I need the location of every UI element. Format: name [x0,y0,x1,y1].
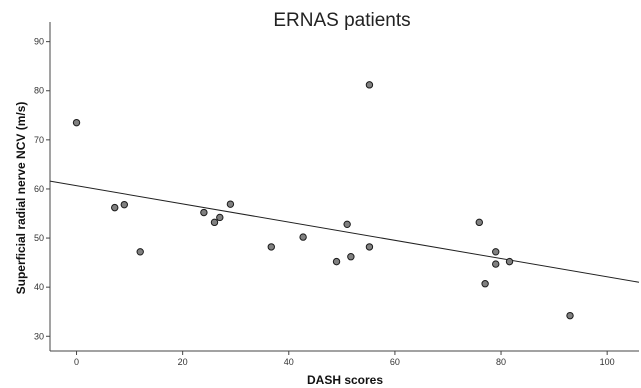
axes [49,22,639,352]
data-point [72,118,81,127]
x-tick-label: 20 [178,357,188,367]
data-point [347,253,355,261]
data-point [332,257,341,266]
y-tick-label: 90 [34,37,44,47]
x-tick-label: 60 [390,357,400,367]
y-axis-label: Superficial radial nerve NCV (m/s) [14,102,28,295]
data-point [566,311,574,320]
data-points [72,81,574,320]
data-point [111,203,119,212]
y-tick-label: 70 [34,135,44,145]
data-point [492,260,500,268]
data-point [226,200,235,208]
data-point [343,220,351,229]
data-point [299,233,307,241]
regression-line [49,180,640,283]
data-point [481,280,489,288]
data-point [267,243,275,251]
y-tick-label: 60 [34,184,44,194]
data-point [505,257,514,266]
data-point [365,81,374,89]
y-tick-label: 50 [34,233,44,243]
data-point [210,218,219,227]
x-axis-label: DASH scores [307,373,383,387]
x-tick-label: 40 [284,357,294,367]
data-point [492,248,500,256]
data-point [200,208,208,217]
data-point [136,248,144,256]
y-ticks: 30 40 50 60 70 80 90 [34,37,50,341]
x-tick-label: 0 [74,357,79,367]
y-tick-label: 30 [34,331,44,341]
x-tick-label: 80 [496,357,506,367]
x-tick-label: 100 [600,357,615,367]
data-point [120,200,128,209]
y-tick-label: 40 [34,282,44,292]
x-ticks: 0 20 40 60 80 100 [74,351,615,367]
chart-title: ERNAS patients [273,10,410,31]
data-point [475,218,483,227]
data-point [365,243,374,251]
y-tick-label: 80 [34,86,44,96]
data-point [216,213,224,222]
